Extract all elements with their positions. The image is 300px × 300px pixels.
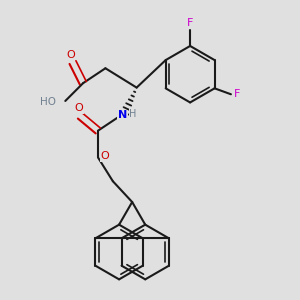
Text: F: F	[187, 18, 193, 28]
Text: F: F	[234, 89, 241, 99]
Text: O: O	[67, 50, 76, 60]
Text: N: N	[118, 110, 127, 120]
Text: HO: HO	[40, 98, 56, 107]
Text: O: O	[100, 151, 109, 161]
Text: O: O	[74, 103, 83, 113]
Text: H: H	[129, 109, 137, 119]
